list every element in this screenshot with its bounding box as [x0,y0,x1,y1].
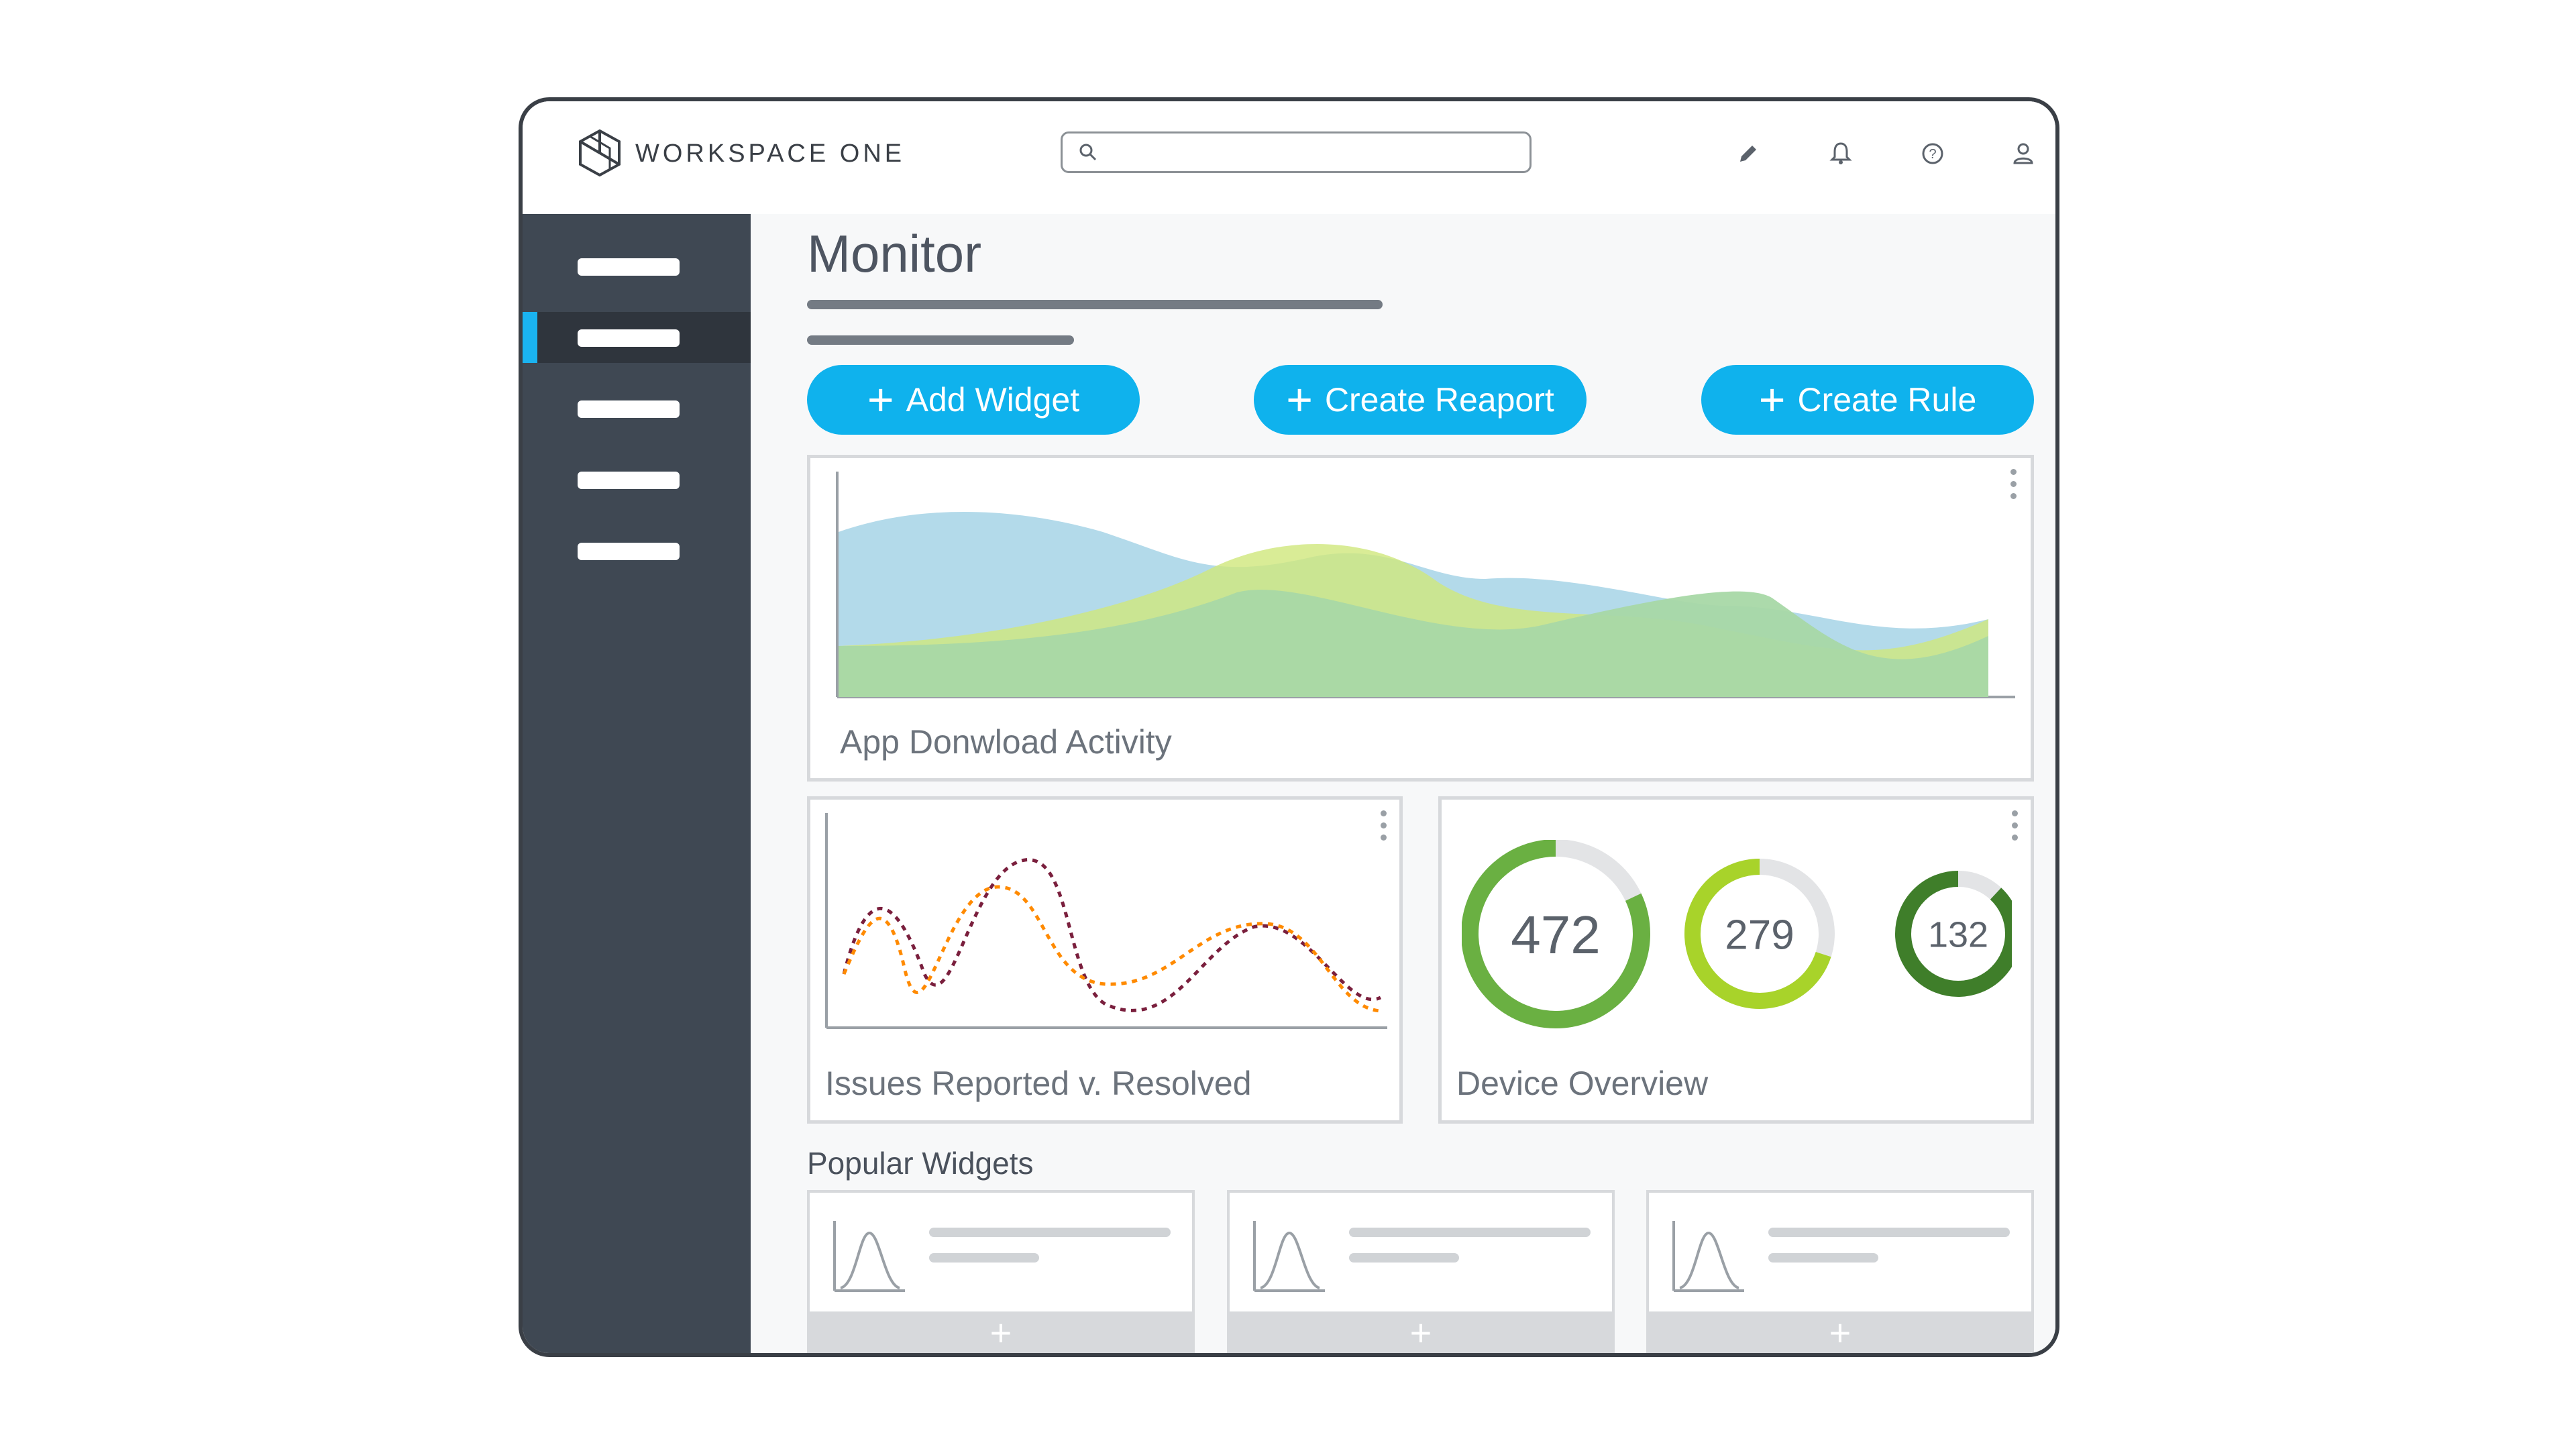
help-icon[interactable]: ? [1918,139,1947,168]
widget-title: Device Overview [1456,1065,1709,1102]
widget-menu-icon[interactable] [1381,810,1387,847]
popular-widgets-title: Popular Widgets [807,1146,1034,1181]
plus-icon: + [1829,1311,1851,1354]
app-window: WORKSPACE ONE ? Monitor + [519,97,2059,1357]
issues-widget[interactable]: Issues Reported v. Resolved [807,796,1403,1124]
active-indicator [523,312,537,363]
plus-icon: + [1409,1311,1432,1354]
sidebar-item-3[interactable] [523,383,751,434]
device-overview-widget[interactable]: 472 279 132 Device Overview [1438,796,2034,1124]
create-rule-button[interactable]: + Create Rule [1701,365,2034,435]
widget-menu-icon[interactable] [2010,469,2017,505]
search-icon [1079,144,1097,161]
gauge-value: 132 [1928,914,1988,955]
user-icon[interactable] [2008,139,2038,168]
plus-icon: + [1758,374,1786,425]
gauge-value: 279 [1725,912,1794,958]
sidebar-item-2[interactable] [523,312,751,363]
add-widget-button[interactable]: + Add Widget [807,365,1140,435]
create-report-button[interactable]: + Create Reaport [1254,365,1587,435]
popular-widget-card[interactable]: + [807,1190,1195,1354]
plus-icon: + [867,374,894,425]
popular-widget-card[interactable]: + [1646,1190,2034,1354]
plus-icon: + [1286,374,1313,425]
widget-title: Issues Reported v. Resolved [825,1065,1252,1102]
sidebar-item-4[interactable] [523,454,751,505]
app-name: WORKSPACE ONE [635,140,906,168]
widget-menu-icon[interactable] [2012,810,2019,847]
gauge-2: 279 [1684,859,1835,1009]
line-chart [825,813,1387,1029]
gauge-arc [1684,859,1835,1009]
gauge-arc [1462,840,1650,1028]
bell-curve-icon [1672,1221,1744,1292]
area-chart [836,472,2015,698]
bell-icon[interactable] [1826,139,1856,168]
plus-icon: + [989,1311,1012,1354]
gauge-3: 132 [1895,871,2012,997]
add-widget-footer[interactable]: + [1646,1311,2034,1354]
subtitle-placeholder [807,335,1074,345]
sidebar-item-1[interactable] [523,241,751,292]
app-download-widget[interactable]: App Donwload Activity [807,455,2034,782]
sidebar [523,214,751,1353]
top-bar: WORKSPACE ONE ? [523,101,2055,216]
bell-curve-icon [833,1221,905,1292]
popular-widget-card[interactable]: + [1227,1190,1615,1354]
search-input[interactable] [1061,131,1532,173]
page-title: Monitor [807,224,982,283]
sidebar-item-5[interactable] [523,525,751,576]
widget-title: App Donwload Activity [840,723,1172,761]
gauge-1: 472 [1462,840,1650,1028]
pencil-icon[interactable] [1733,139,1763,168]
gauge-arc [1895,871,2012,997]
gauge-group: 472 279 132 [1462,840,2012,1028]
add-widget-footer[interactable]: + [1227,1311,1615,1354]
subtitle-placeholder [807,300,1383,309]
svg-text:?: ? [1929,147,1936,162]
add-widget-footer[interactable]: + [807,1311,1195,1354]
bell-curve-icon [1253,1221,1325,1292]
workspace-one-logo-icon [576,128,623,178]
gauge-value: 472 [1511,905,1600,965]
